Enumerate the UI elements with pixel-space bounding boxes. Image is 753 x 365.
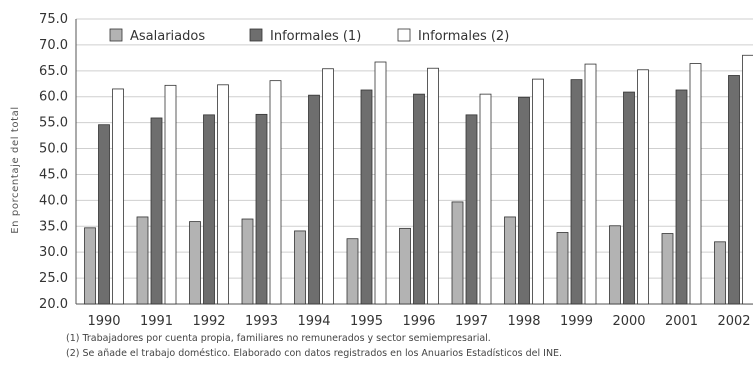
bar-informales-1-1991 [150, 117, 163, 305]
bar-asalariados-1993 [241, 218, 254, 305]
bar-informales-2-1999 [584, 63, 597, 305]
bar-informales-1-2000 [623, 91, 635, 305]
bar-informales-1-1999 [570, 79, 583, 305]
x-tick-label: 2002 [717, 314, 750, 329]
footnote-2: (2) Se añade el trabajo doméstico. Elabo… [66, 348, 563, 359]
bar-informales-2-1997 [479, 93, 492, 305]
y-tick-label: 70.0 [39, 38, 68, 53]
y-tick-label: 55.0 [39, 116, 68, 131]
bar-asalariados-1990 [84, 227, 96, 305]
x-tick-label: 1995 [350, 314, 383, 329]
bar-informales-1-1995 [360, 89, 373, 305]
bar-asalariados-1991 [136, 216, 149, 305]
legend: Asalariados Informales (1) Informales (2) [109, 28, 509, 44]
bar-informales-1-1993 [255, 113, 268, 305]
x-tick-label: 1997 [455, 314, 488, 329]
bar-asalariados-1995 [346, 238, 359, 305]
bar-asalariados-2002 [714, 241, 726, 305]
x-tick-label: 1992 [192, 314, 225, 329]
bar-asalariados-1994 [294, 230, 306, 305]
x-tick-label: 1991 [140, 314, 173, 329]
bar-informales-2-1990 [112, 88, 124, 305]
y-tick-label: 75.0 [39, 12, 68, 27]
legend-label: Asalariados [130, 29, 205, 44]
legend-label: Informales (2) [418, 29, 509, 44]
legend-label: Informales (1) [270, 29, 361, 44]
legend-swatch [397, 28, 411, 42]
bar-informales-1-1997 [465, 114, 478, 305]
bar-informales-1-1996 [413, 93, 425, 305]
legend-swatch [249, 28, 263, 42]
bar-informales-1-1994 [308, 94, 320, 305]
bar-informales-1-2001 [675, 89, 688, 305]
bar-informales-2-1996 [427, 67, 439, 305]
x-tick-label: 2000 [612, 314, 645, 329]
bar-informales-2-2000 [637, 69, 649, 305]
x-tick-labels: 1990 1991 1992 1993 1994 1995 1996 1997 1998 1999… [87, 314, 750, 329]
y-tick-label: 40.0 [39, 193, 68, 208]
y-tick-label: 20.0 [39, 297, 68, 312]
bar-asalariados-1996 [399, 227, 411, 305]
bar-informales-2-1995 [374, 61, 387, 305]
y-tick-label: 30.0 [39, 245, 68, 260]
bar-asalariados-1999 [556, 232, 569, 305]
legend-swatch [109, 28, 123, 42]
bar-informales-1-1998 [518, 96, 530, 305]
bar-informales-2-1994 [322, 68, 334, 305]
bar-asalariados-2000 [609, 225, 621, 305]
bar-informales-2-2002 [742, 54, 753, 305]
x-tick-label: 1993 [245, 314, 278, 329]
bar-informales-2-1992 [217, 84, 229, 305]
x-tick-label: 1996 [402, 314, 435, 329]
x-tick-label: 1998 [507, 314, 540, 329]
bar-informales-1-1992 [203, 114, 215, 305]
bars [84, 54, 753, 305]
y-tick-label: 60.0 [39, 90, 68, 105]
y-tick-label: 50.0 [39, 142, 68, 157]
bar-informales-2-1998 [532, 78, 544, 305]
bar-informales-2-2001 [689, 63, 702, 305]
bar-informales-2-1993 [269, 80, 282, 305]
y-tick-label: 25.0 [39, 271, 68, 286]
y-tick-label: 35.0 [39, 219, 68, 234]
bar-asalariados-1992 [189, 221, 201, 305]
bar-informales-1-1990 [98, 124, 110, 305]
bar-asalariados-2001 [661, 233, 674, 305]
x-tick-label: 1999 [560, 314, 593, 329]
y-tick-label: 45.0 [39, 167, 68, 182]
bar-asalariados-1997 [451, 201, 464, 305]
y-axis-label: En porcentaje del total [10, 106, 21, 233]
x-tick-label: 1990 [87, 314, 120, 329]
y-tick-labels: 75.0 70.0 65.0 60.0 55.0 50.0 45.0 40.0 35.0 30.0… [39, 12, 68, 312]
x-tick-label: 1994 [297, 314, 330, 329]
footnote-1: (1) Trabajadores por cuenta propia, fami… [66, 333, 491, 344]
y-tick-label: 65.0 [39, 64, 68, 79]
bar-informales-2-1991 [164, 84, 177, 305]
bar-asalariados-1998 [504, 216, 516, 305]
bar-informales-1-2002 [728, 75, 740, 305]
x-tick-label: 2001 [665, 314, 698, 329]
